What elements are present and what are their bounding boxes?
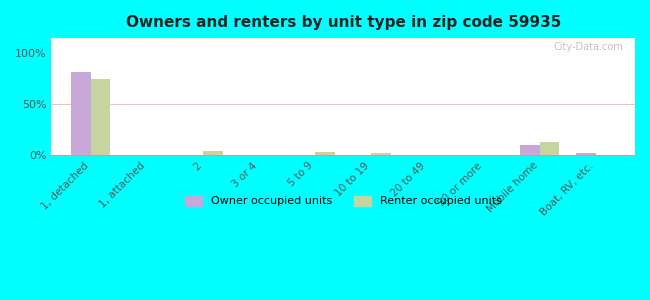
- Bar: [315, 152, 335, 155]
- Title: Owners and renters by unit type in zip code 59935: Owners and renters by unit type in zip c…: [125, 15, 561, 30]
- Bar: [520, 145, 540, 155]
- Bar: [71, 72, 91, 155]
- Bar: [540, 142, 559, 155]
- Bar: [91, 79, 111, 155]
- Bar: [371, 153, 391, 155]
- Bar: [576, 153, 596, 155]
- Legend: Owner occupied units, Renter occupied units: Owner occupied units, Renter occupied un…: [181, 191, 506, 211]
- Text: City-Data.com: City-Data.com: [554, 42, 623, 52]
- Bar: [203, 152, 222, 155]
